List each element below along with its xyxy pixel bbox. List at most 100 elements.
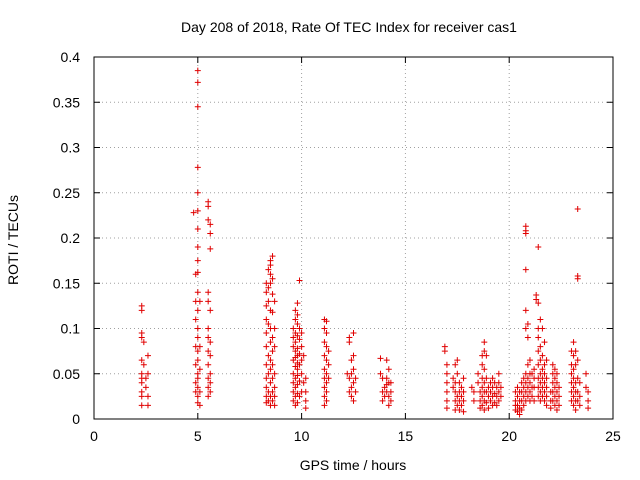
data-point-plus-marker [481, 406, 488, 413]
data-point-plus-marker [265, 266, 272, 273]
data-point-plus-marker [348, 384, 355, 391]
data-point-plus-marker [205, 334, 212, 341]
data-point-plus-marker [194, 334, 201, 341]
data-point-plus-marker [194, 375, 201, 382]
data-point-plus-marker [385, 393, 392, 400]
data-point-plus-marker [194, 103, 201, 110]
data-point-plus-marker [296, 325, 303, 332]
data-point-plus-marker [194, 164, 201, 171]
data-point-plus-marker [269, 309, 276, 316]
data-point-plus-marker [460, 388, 467, 395]
axes: 0 5 10 15 20 25 0 0.05 0.1 0.15 0.2 0.25 0.3 0.35 0.4 [53, 49, 621, 444]
data-point-plus-marker [522, 307, 529, 314]
data-point-plus-marker [377, 370, 384, 377]
data-point-plus-marker [543, 357, 550, 364]
data-point-plus-marker [483, 399, 490, 406]
data-point-plus-marker [269, 375, 276, 382]
data-point-plus-marker [547, 405, 554, 412]
data-point-plus-marker [194, 357, 201, 364]
data-point-plus-marker [271, 298, 278, 305]
data-point-plus-marker [387, 379, 394, 386]
data-point-plus-marker [516, 411, 523, 418]
data-point-plus-marker [568, 370, 575, 377]
data-point-plus-marker [205, 203, 212, 210]
data-point-plus-marker [321, 384, 328, 391]
data-point-plus-marker [570, 402, 577, 409]
data-point-plus-marker [194, 189, 201, 196]
data-point-plus-marker [450, 375, 457, 382]
data-point-plus-marker [298, 343, 305, 350]
data-point-plus-marker [352, 388, 359, 395]
data-point-plus-marker [487, 397, 494, 404]
data-point-plus-marker [194, 384, 201, 391]
data-point-plus-marker [192, 361, 199, 368]
data-point-plus-marker [537, 343, 544, 350]
y-tick-label: 0.25 [53, 185, 80, 201]
data-point-plus-marker [483, 375, 490, 382]
data-point-plus-marker [144, 393, 151, 400]
data-point-plus-marker [290, 379, 297, 386]
data-point-plus-marker [194, 225, 201, 232]
data-point-plus-marker [194, 307, 201, 314]
data-point-plus-marker [192, 379, 199, 386]
data-point-plus-marker [541, 397, 548, 404]
data-point-plus-marker [385, 366, 392, 373]
data-point-plus-marker [323, 397, 330, 404]
data-point-plus-marker [475, 379, 482, 386]
data-point-plus-marker [387, 397, 394, 404]
data-point-plus-marker [298, 357, 305, 364]
data-point-plus-marker [350, 379, 357, 386]
x-tick-label: 15 [398, 428, 414, 444]
x-tick-label: 25 [605, 428, 621, 444]
data-point-plus-marker [522, 230, 529, 237]
grid-lines [94, 57, 613, 419]
data-point-plus-marker [263, 316, 270, 323]
data-point-plus-marker [539, 325, 546, 332]
data-point-plus-marker [323, 379, 330, 386]
data-point-plus-marker [350, 366, 357, 373]
data-point-plus-marker [583, 384, 590, 391]
y-tick-label: 0.2 [61, 230, 81, 246]
x-axis-title: GPS time / hours [300, 457, 407, 473]
data-point-plus-marker [267, 357, 274, 364]
data-point-plus-marker [205, 361, 212, 368]
data-point-plus-marker [522, 325, 529, 332]
data-point-plus-marker [493, 402, 500, 409]
data-point-plus-marker [271, 402, 278, 409]
data-point-plus-marker [194, 393, 201, 400]
data-point-plus-marker [485, 405, 492, 412]
y-tick-label: 0.15 [53, 275, 80, 291]
data-point-plus-marker [325, 348, 332, 355]
data-point-plus-marker [481, 379, 488, 386]
data-point-plus-marker [572, 406, 579, 413]
data-point-plus-marker [138, 379, 145, 386]
data-point-plus-marker [570, 393, 577, 400]
data-point-plus-marker [495, 379, 502, 386]
data-point-plus-marker [526, 388, 533, 395]
data-point-plus-marker [290, 334, 297, 341]
data-point-plus-marker [323, 370, 330, 377]
data-point-plus-marker [271, 343, 278, 350]
data-point-plus-marker [572, 361, 579, 368]
data-point-plus-marker [325, 361, 332, 368]
data-point-plus-marker [583, 370, 590, 377]
data-point-plus-marker [541, 388, 548, 395]
data-point-plus-marker [194, 269, 201, 276]
data-point-plus-marker [458, 384, 465, 391]
data-point-plus-marker [207, 388, 214, 395]
data-point-plus-marker [497, 384, 504, 391]
data-point-plus-marker [302, 388, 309, 395]
data-point-plus-marker [269, 275, 276, 282]
data-point-plus-marker [267, 271, 274, 278]
data-point-plus-marker [144, 402, 151, 409]
data-point-plus-marker [553, 406, 560, 413]
y-tick-label: 0.1 [61, 321, 81, 337]
x-tick-label: 10 [294, 428, 310, 444]
data-point-plus-marker [481, 366, 488, 373]
data-point-plus-marker [294, 399, 301, 406]
data-point-plus-marker [194, 67, 201, 74]
data-point-plus-marker [194, 79, 201, 86]
data-point-plus-marker [302, 405, 309, 412]
data-point-plus-marker [267, 262, 274, 269]
data-point-plus-marker [346, 339, 353, 346]
